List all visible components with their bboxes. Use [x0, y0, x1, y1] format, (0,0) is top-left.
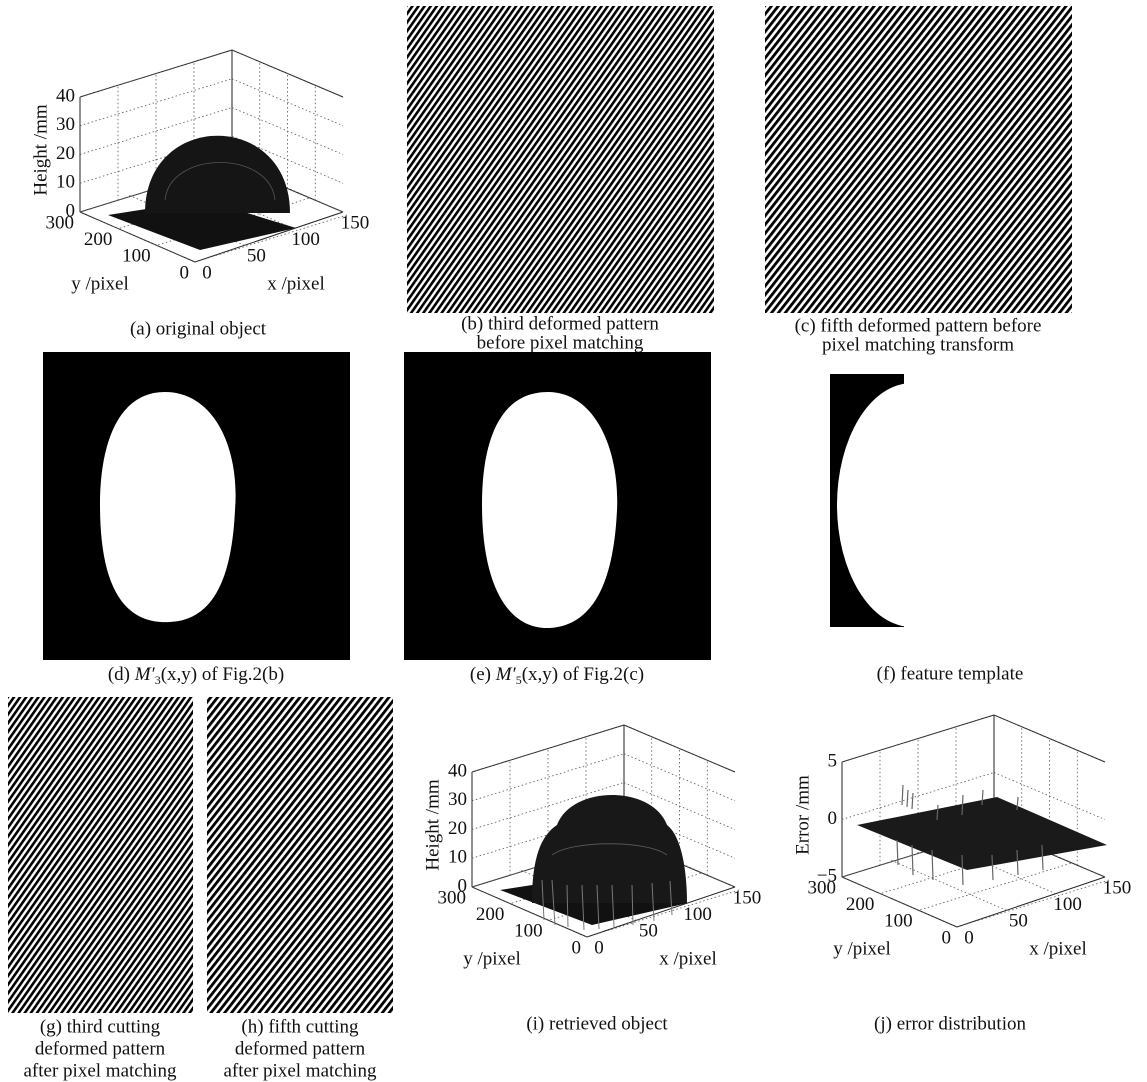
- y-tick-label: 100: [514, 921, 543, 942]
- caption: (f) feature template: [877, 663, 1024, 684]
- grid-line: [472, 754, 624, 801]
- caption: deformed pattern: [235, 1038, 366, 1059]
- y-axis-label: y /pixel: [71, 273, 129, 294]
- grid-line: [232, 79, 343, 126]
- caption: (b) third deformed pattern: [461, 313, 659, 334]
- x-axis-label: x /pixel: [1029, 938, 1087, 959]
- dome: [108, 136, 296, 250]
- grid-line: [891, 860, 1006, 910]
- z-axis-label: Height /mm: [30, 104, 51, 196]
- x-tick-label: 50: [1009, 911, 1028, 932]
- z-tick-label: 10: [448, 847, 467, 868]
- fringe-image: [8, 697, 193, 1013]
- y-tick-label: 0: [942, 927, 952, 948]
- z-tick-label: 20: [56, 143, 75, 164]
- z-tick-label: 30: [448, 789, 467, 810]
- error-surface: [857, 785, 1107, 885]
- caption: deformed pattern: [35, 1038, 166, 1059]
- z-axis-label: Error /mm: [792, 775, 813, 855]
- z-tick-label: 10: [56, 172, 75, 193]
- z-tick-label: 20: [448, 818, 467, 839]
- grid-line: [957, 880, 1109, 927]
- caption-symbol: M′: [495, 664, 517, 685]
- mask-region: [100, 392, 236, 622]
- retrieved-dome: [500, 795, 688, 930]
- x-tick-label: 0: [594, 937, 604, 958]
- mask-region: [482, 392, 617, 628]
- grid-line: [624, 754, 735, 801]
- y-tick-label: 0: [180, 262, 190, 283]
- caption-suffix: (x,y) of Fig.2(c): [522, 664, 644, 685]
- z-tick-label: 30: [56, 114, 75, 135]
- z-tick-label: 40: [448, 760, 467, 781]
- x-tick-label: 100: [291, 229, 320, 250]
- x-tick-label: 100: [683, 904, 712, 925]
- caption: (e) M′5(x,y) of Fig.2(c): [470, 664, 644, 686]
- box-edge: [472, 725, 624, 772]
- z-tick-label: 0: [828, 808, 838, 829]
- figure: 0102030403002001000050100150Height /mmy …: [0, 0, 1147, 1082]
- caption-suffix: (x,y) of Fig.2(b): [161, 664, 284, 685]
- caption-prefix: (d): [108, 664, 130, 685]
- caption: (j) error distribution: [874, 1013, 1026, 1034]
- caption: (a) original object: [130, 318, 267, 339]
- y-tick-label: 200: [84, 229, 113, 250]
- y-axis-label: y /pixel: [833, 938, 891, 959]
- x-tick-label: 0: [202, 262, 212, 283]
- x-tick-label: 150: [341, 212, 370, 233]
- y-tick-label: 100: [884, 911, 913, 932]
- y-tick-label: 0: [572, 937, 582, 958]
- x-axis-label: x /pixel: [267, 273, 325, 294]
- x-tick-label: 150: [733, 887, 762, 908]
- caption: (h) fifth cutting: [241, 1016, 359, 1037]
- y-tick-label: 300: [46, 212, 75, 233]
- x-tick-label: 50: [639, 921, 658, 942]
- caption-symbol: M′: [134, 664, 156, 685]
- caption: (d) M′3(x,y) of Fig.2(b): [108, 664, 284, 686]
- caption: (g) third cutting: [40, 1016, 161, 1037]
- caption: (c) fifth deformed pattern before: [795, 315, 1042, 336]
- z-tick-label: 40: [56, 85, 75, 106]
- fringe-image: [765, 6, 1072, 313]
- y-tick-label: 200: [846, 894, 875, 915]
- caption: after pixel matching: [224, 1060, 377, 1081]
- caption: after pixel matching: [24, 1060, 177, 1081]
- grid-line: [80, 79, 232, 126]
- caption: before pixel matching: [477, 332, 644, 353]
- y-tick-label: 200: [476, 904, 505, 925]
- box-edge: [80, 50, 232, 97]
- box-edge: [842, 715, 994, 762]
- grid-line: [919, 863, 1071, 910]
- y-tick-label: 100: [122, 246, 151, 267]
- caption-prefix: (e): [470, 664, 491, 685]
- z-tick-label: 5: [828, 750, 838, 771]
- x-tick-label: 50: [247, 246, 266, 267]
- fringe-image: [407, 6, 714, 313]
- x-tick-label: 150: [1103, 877, 1132, 898]
- caption: (i) retrieved object: [526, 1013, 668, 1034]
- fringe-image: [207, 697, 393, 1013]
- x-axis: [957, 877, 1105, 927]
- y-tick-label: 300: [808, 877, 837, 898]
- x-axis-label: x /pixel: [659, 948, 717, 969]
- y-axis-label: y /pixel: [463, 948, 521, 969]
- caption: pixel matching transform: [822, 334, 1014, 355]
- template-region: [837, 383, 987, 627]
- z-axis-label: Height /mm: [422, 779, 443, 871]
- y-tick-label: 300: [438, 887, 467, 908]
- x-tick-label: 100: [1053, 894, 1082, 915]
- x-tick-label: 0: [964, 927, 974, 948]
